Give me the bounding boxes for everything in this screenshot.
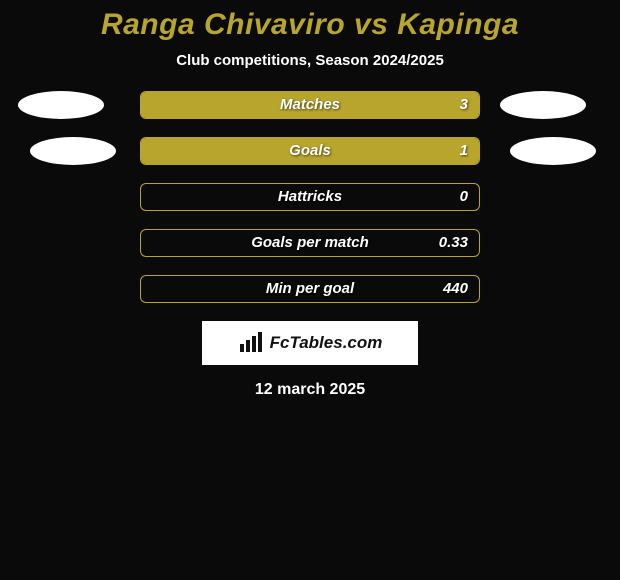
stat-row: Hattricks 0	[0, 183, 620, 211]
subtitle: Club competitions, Season 2024/2025	[0, 52, 620, 69]
bar-track	[140, 91, 480, 119]
stat-row: Goals 1	[0, 137, 620, 165]
bar-fill	[141, 92, 479, 118]
bar-track	[140, 275, 480, 303]
page-title: Ranga Chivaviro vs Kapinga	[0, 8, 620, 42]
stat-row: Matches 3	[0, 91, 620, 119]
logo-box: FcTables.com	[202, 321, 418, 365]
bar-track	[140, 137, 480, 165]
bar-fill	[141, 138, 479, 164]
logo-text: FcTables.com	[270, 333, 383, 353]
bar-track	[140, 183, 480, 211]
bar-chart-icon	[238, 332, 264, 354]
bar-track	[140, 229, 480, 257]
stat-row: Min per goal 440	[0, 275, 620, 303]
comparison-card: Ranga Chivaviro vs Kapinga Club competit…	[0, 0, 620, 580]
stats-chart: Matches 3 Goals 1 Hattricks 0 Goals per …	[0, 91, 620, 303]
stat-row: Goals per match 0.33	[0, 229, 620, 257]
date-label: 12 march 2025	[0, 381, 620, 399]
